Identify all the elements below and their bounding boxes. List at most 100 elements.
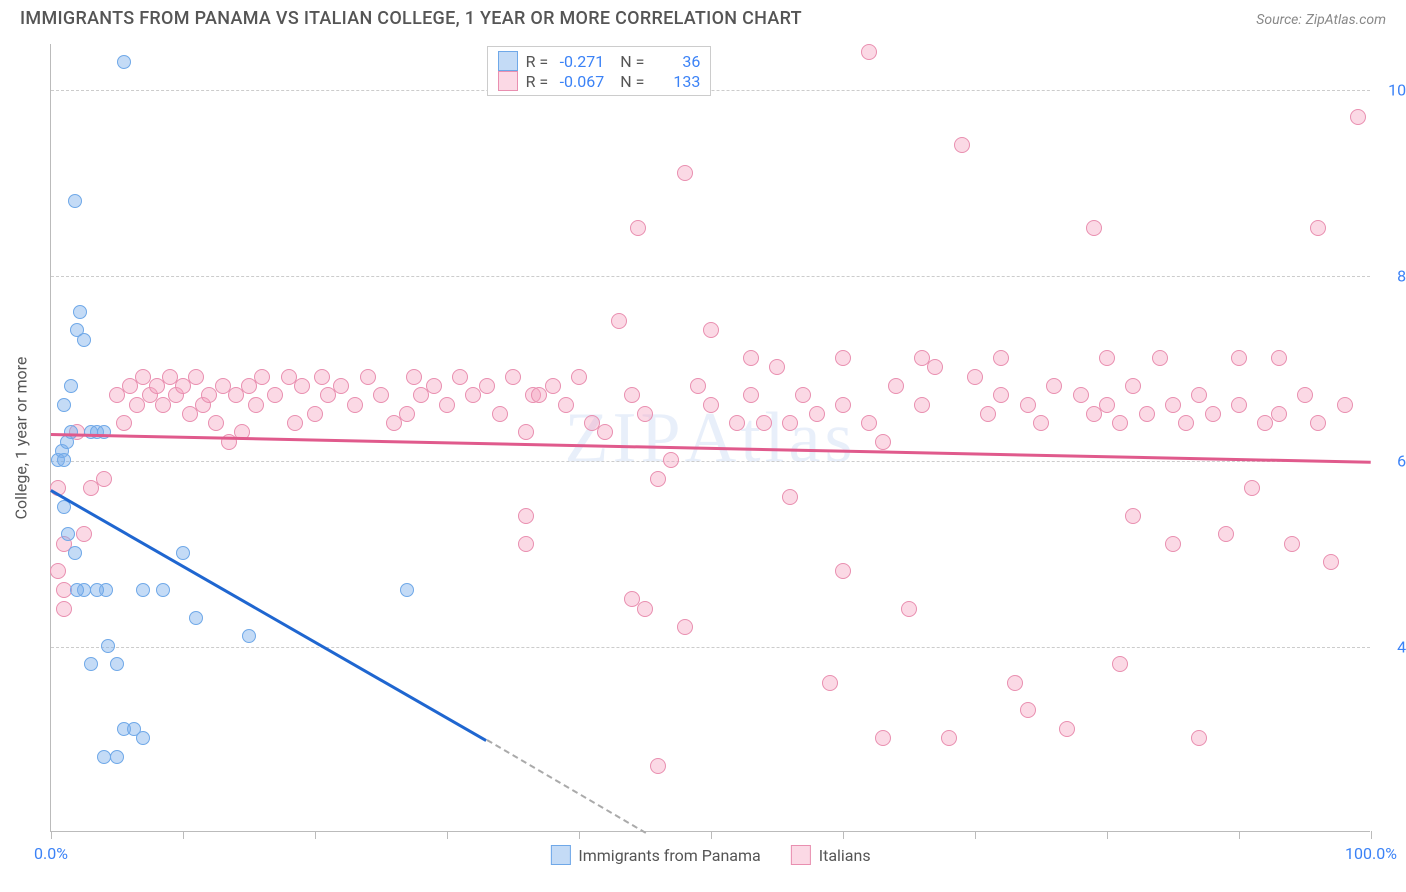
data-point-panama	[136, 731, 150, 745]
data-point-italians	[1125, 378, 1141, 394]
data-point-italians	[703, 397, 719, 413]
data-point-italians	[1046, 378, 1062, 394]
data-point-italians	[479, 378, 495, 394]
data-point-italians	[1139, 406, 1155, 422]
data-point-italians	[1205, 406, 1221, 422]
trend-line	[51, 433, 1371, 463]
data-point-italians	[50, 563, 66, 579]
legend-swatch	[791, 845, 811, 865]
data-point-panama	[68, 194, 82, 208]
data-point-italians	[1033, 415, 1049, 431]
data-point-italians	[941, 730, 957, 746]
legend-label: Italians	[819, 846, 871, 865]
data-point-italians	[1310, 415, 1326, 431]
data-point-panama	[110, 657, 124, 671]
data-point-italians	[248, 397, 264, 413]
data-point-panama	[176, 546, 190, 560]
data-point-italians	[505, 369, 521, 385]
x-tick	[447, 831, 448, 839]
data-point-italians	[1191, 387, 1207, 403]
data-point-italians	[518, 424, 534, 440]
data-point-italians	[677, 619, 693, 635]
legend-item: Italians	[791, 845, 871, 865]
r-value: -0.271	[556, 52, 604, 71]
data-point-italians	[1310, 220, 1326, 236]
data-point-italians	[835, 397, 851, 413]
data-point-italians	[294, 378, 310, 394]
data-point-italians	[1178, 415, 1194, 431]
data-point-italians	[769, 359, 785, 375]
gridline	[51, 276, 1370, 277]
data-point-italians	[314, 369, 330, 385]
data-point-italians	[307, 406, 323, 422]
trend-line	[50, 489, 487, 741]
r-label: R =	[526, 72, 549, 91]
chart-title: IMMIGRANTS FROM PANAMA VS ITALIAN COLLEG…	[20, 8, 802, 29]
data-point-italians	[287, 415, 303, 431]
data-point-panama	[68, 546, 82, 560]
data-point-panama	[90, 583, 104, 597]
data-point-italians	[914, 397, 930, 413]
legend-item: Immigrants from Panama	[550, 845, 760, 865]
data-point-panama	[73, 305, 87, 319]
data-point-italians	[756, 415, 772, 431]
data-point-italians	[1112, 415, 1128, 431]
data-point-italians	[439, 397, 455, 413]
data-point-italians	[597, 424, 613, 440]
y-tick-label: 80.0%	[1380, 266, 1406, 285]
legend-swatch	[550, 845, 570, 865]
data-point-italians	[630, 220, 646, 236]
data-point-italians	[1020, 702, 1036, 718]
legend-swatch	[498, 51, 518, 71]
x-tick-label: 100.0%	[1345, 844, 1397, 863]
data-point-panama	[101, 639, 115, 653]
data-point-italians	[399, 406, 415, 422]
source-name[interactable]: ZipAtlas.com	[1306, 12, 1386, 28]
y-tick-label: 60.0%	[1380, 452, 1406, 471]
data-point-italians	[1284, 536, 1300, 552]
data-point-italians	[1297, 387, 1313, 403]
data-point-italians	[267, 387, 283, 403]
data-point-italians	[1191, 730, 1207, 746]
data-point-italians	[809, 406, 825, 422]
data-point-italians	[650, 758, 666, 774]
x-tick	[1239, 831, 1240, 839]
legend-label: Immigrants from Panama	[578, 846, 760, 865]
bottom-legend: Immigrants from Panama Italians	[550, 845, 870, 865]
source: Source: ZipAtlas.com	[1256, 9, 1386, 28]
data-point-italians	[558, 397, 574, 413]
x-tick	[183, 831, 184, 839]
data-point-italians	[571, 369, 587, 385]
data-point-italians	[795, 387, 811, 403]
x-tick	[843, 831, 844, 839]
data-point-italians	[1271, 406, 1287, 422]
x-tick	[1371, 831, 1372, 839]
data-point-italians	[1244, 480, 1260, 496]
data-point-italians	[663, 452, 679, 468]
stats-legend: R =-0.271N =36R =-0.067N =133	[487, 46, 712, 96]
x-tick	[315, 831, 316, 839]
legend-swatch	[498, 71, 518, 91]
data-point-panama	[189, 611, 203, 625]
data-point-panama	[242, 629, 256, 643]
data-point-italians	[492, 406, 508, 422]
n-value: 36	[652, 52, 700, 71]
data-point-italians	[861, 44, 877, 60]
source-label: Source:	[1256, 12, 1301, 28]
data-point-italians	[545, 378, 561, 394]
data-point-italians	[835, 563, 851, 579]
n-label: N =	[620, 72, 644, 91]
data-point-italians	[743, 387, 759, 403]
data-point-italians	[1165, 536, 1181, 552]
data-point-panama	[84, 657, 98, 671]
data-point-italians	[611, 313, 627, 329]
data-point-italians	[1231, 350, 1247, 366]
data-point-panama	[61, 527, 75, 541]
x-tick	[1107, 831, 1108, 839]
data-point-italians	[650, 471, 666, 487]
data-point-italians	[875, 434, 891, 450]
data-point-panama	[110, 750, 124, 764]
data-point-italians	[208, 415, 224, 431]
data-point-italians	[96, 471, 112, 487]
data-point-italians	[980, 406, 996, 422]
